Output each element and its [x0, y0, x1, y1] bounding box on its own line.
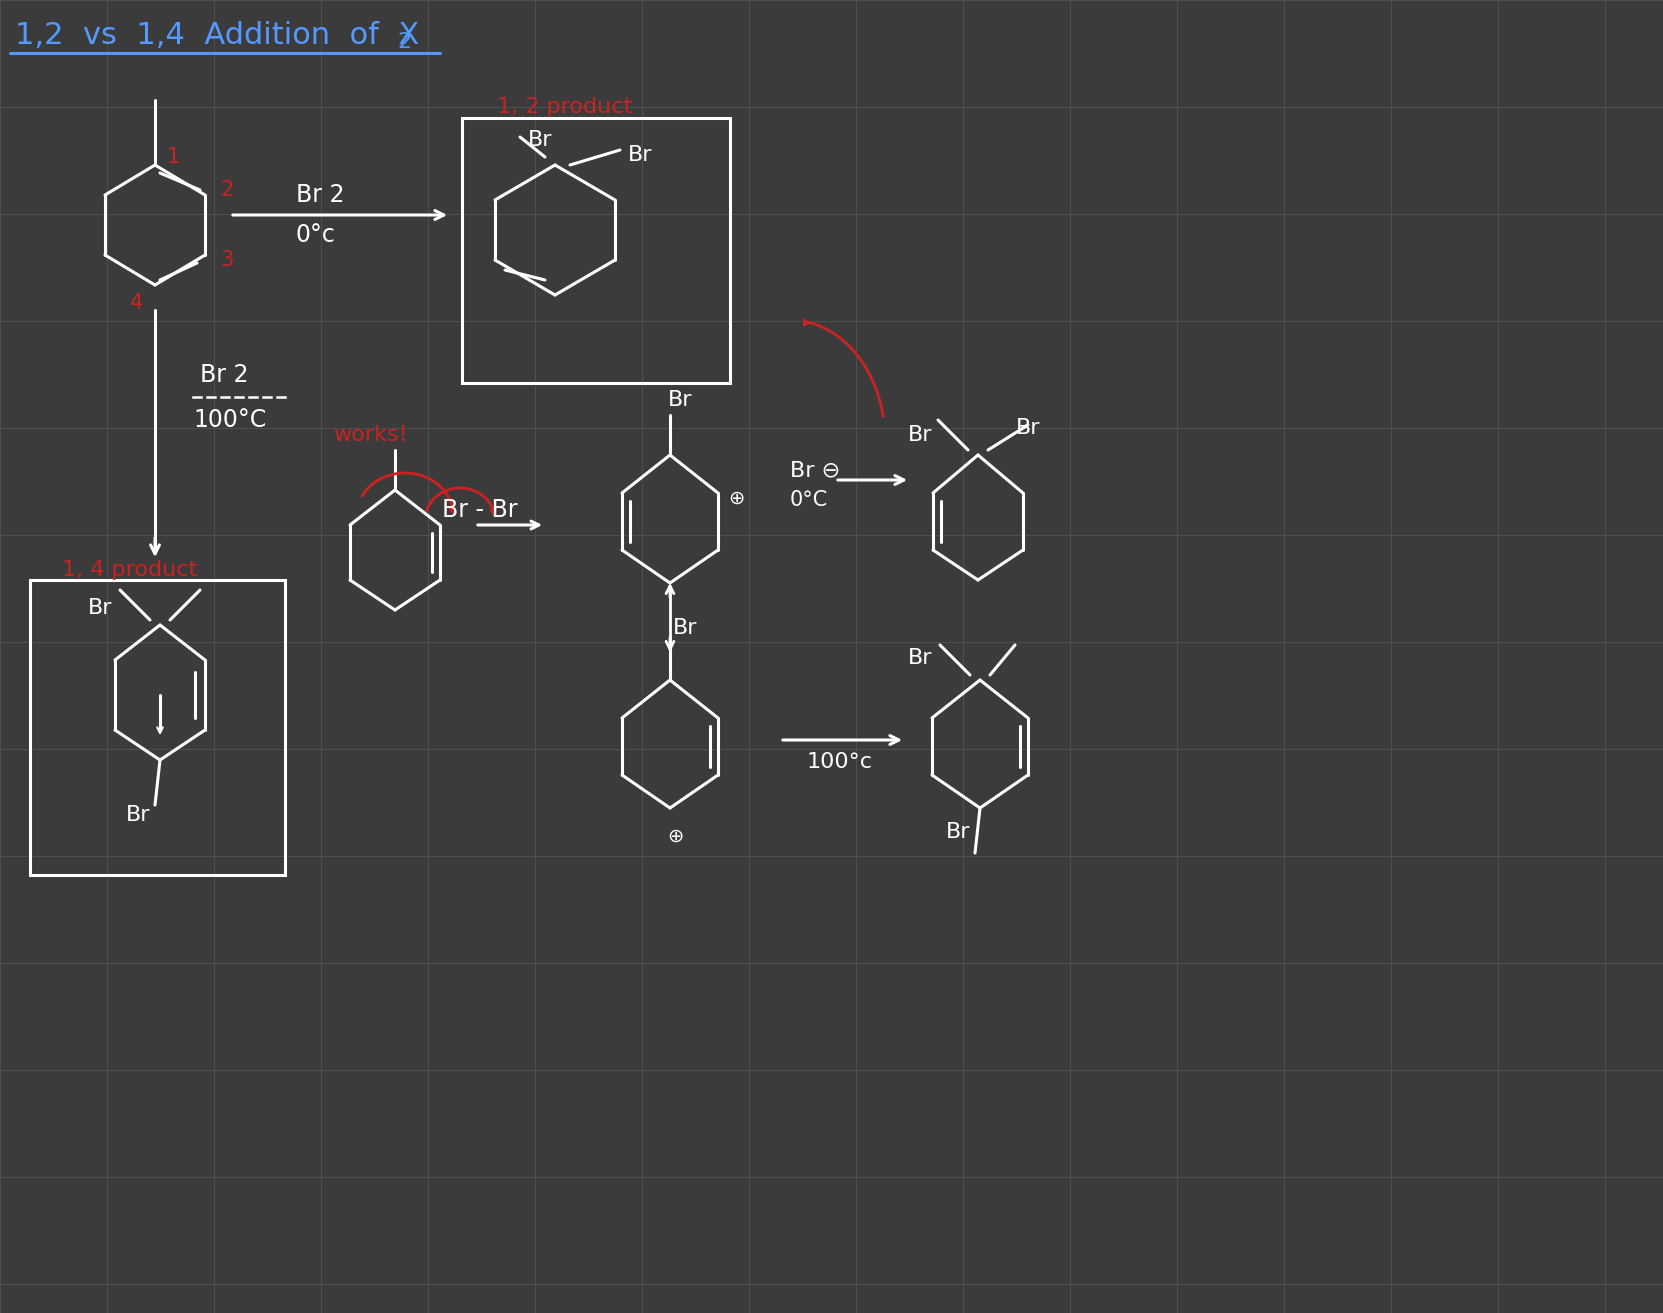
Text: Br: Br — [1016, 418, 1041, 439]
Text: Br 2: Br 2 — [296, 183, 344, 207]
Text: 100°C: 100°C — [193, 408, 266, 432]
Text: Br: Br — [627, 144, 652, 165]
Text: Br: Br — [527, 130, 552, 150]
Text: works!: works! — [333, 425, 407, 445]
Bar — [30, 580, 284, 874]
Bar — [462, 118, 730, 383]
Text: Br: Br — [126, 805, 150, 825]
Text: Br 2: Br 2 — [200, 362, 248, 387]
Text: Br: Br — [88, 597, 111, 618]
Text: ⊕: ⊕ — [667, 826, 683, 846]
Text: Br ⊖: Br ⊖ — [790, 460, 840, 481]
Text: 1,2  vs  1,4  Addition  of  X: 1,2 vs 1,4 Addition of X — [15, 21, 419, 50]
Text: Br: Br — [908, 649, 933, 668]
Text: 2: 2 — [397, 32, 411, 53]
Text: Br: Br — [908, 425, 933, 445]
Text: 0°C: 0°C — [790, 490, 828, 509]
Text: 100°c: 100°c — [807, 752, 873, 772]
Text: Br: Br — [674, 618, 697, 638]
Text: 3: 3 — [221, 249, 233, 270]
Text: Br: Br — [669, 390, 692, 410]
Text: Br - Br: Br - Br — [442, 498, 517, 523]
Text: 2: 2 — [221, 180, 233, 200]
Text: 4: 4 — [130, 293, 143, 312]
Text: 1: 1 — [166, 147, 180, 167]
Text: ⊕: ⊕ — [728, 488, 743, 508]
Text: 1, 2 product: 1, 2 product — [497, 97, 632, 117]
Text: 0°c: 0°c — [294, 223, 334, 247]
Text: 1, 4 product: 1, 4 product — [63, 561, 198, 580]
Text: Br: Br — [946, 822, 970, 842]
